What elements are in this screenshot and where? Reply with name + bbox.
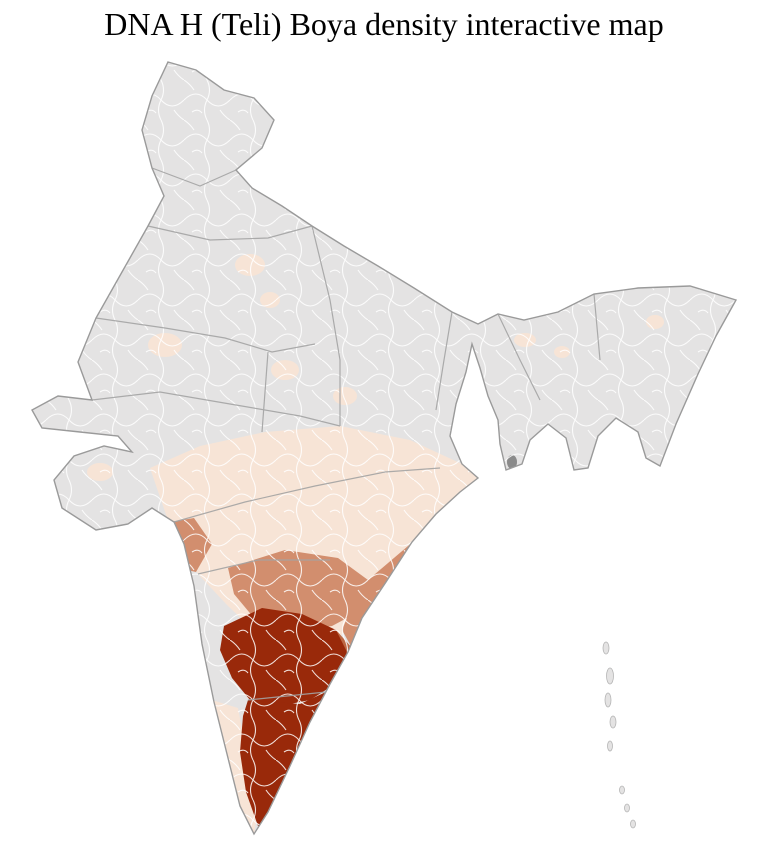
india-outline xyxy=(31,61,738,836)
page-title: DNA H (Teli) Boya density interactive ma… xyxy=(104,6,664,42)
state-borders xyxy=(91,167,601,701)
region-andaman-nicobar-islands[interactable] xyxy=(602,641,636,829)
district-borders xyxy=(32,62,736,834)
